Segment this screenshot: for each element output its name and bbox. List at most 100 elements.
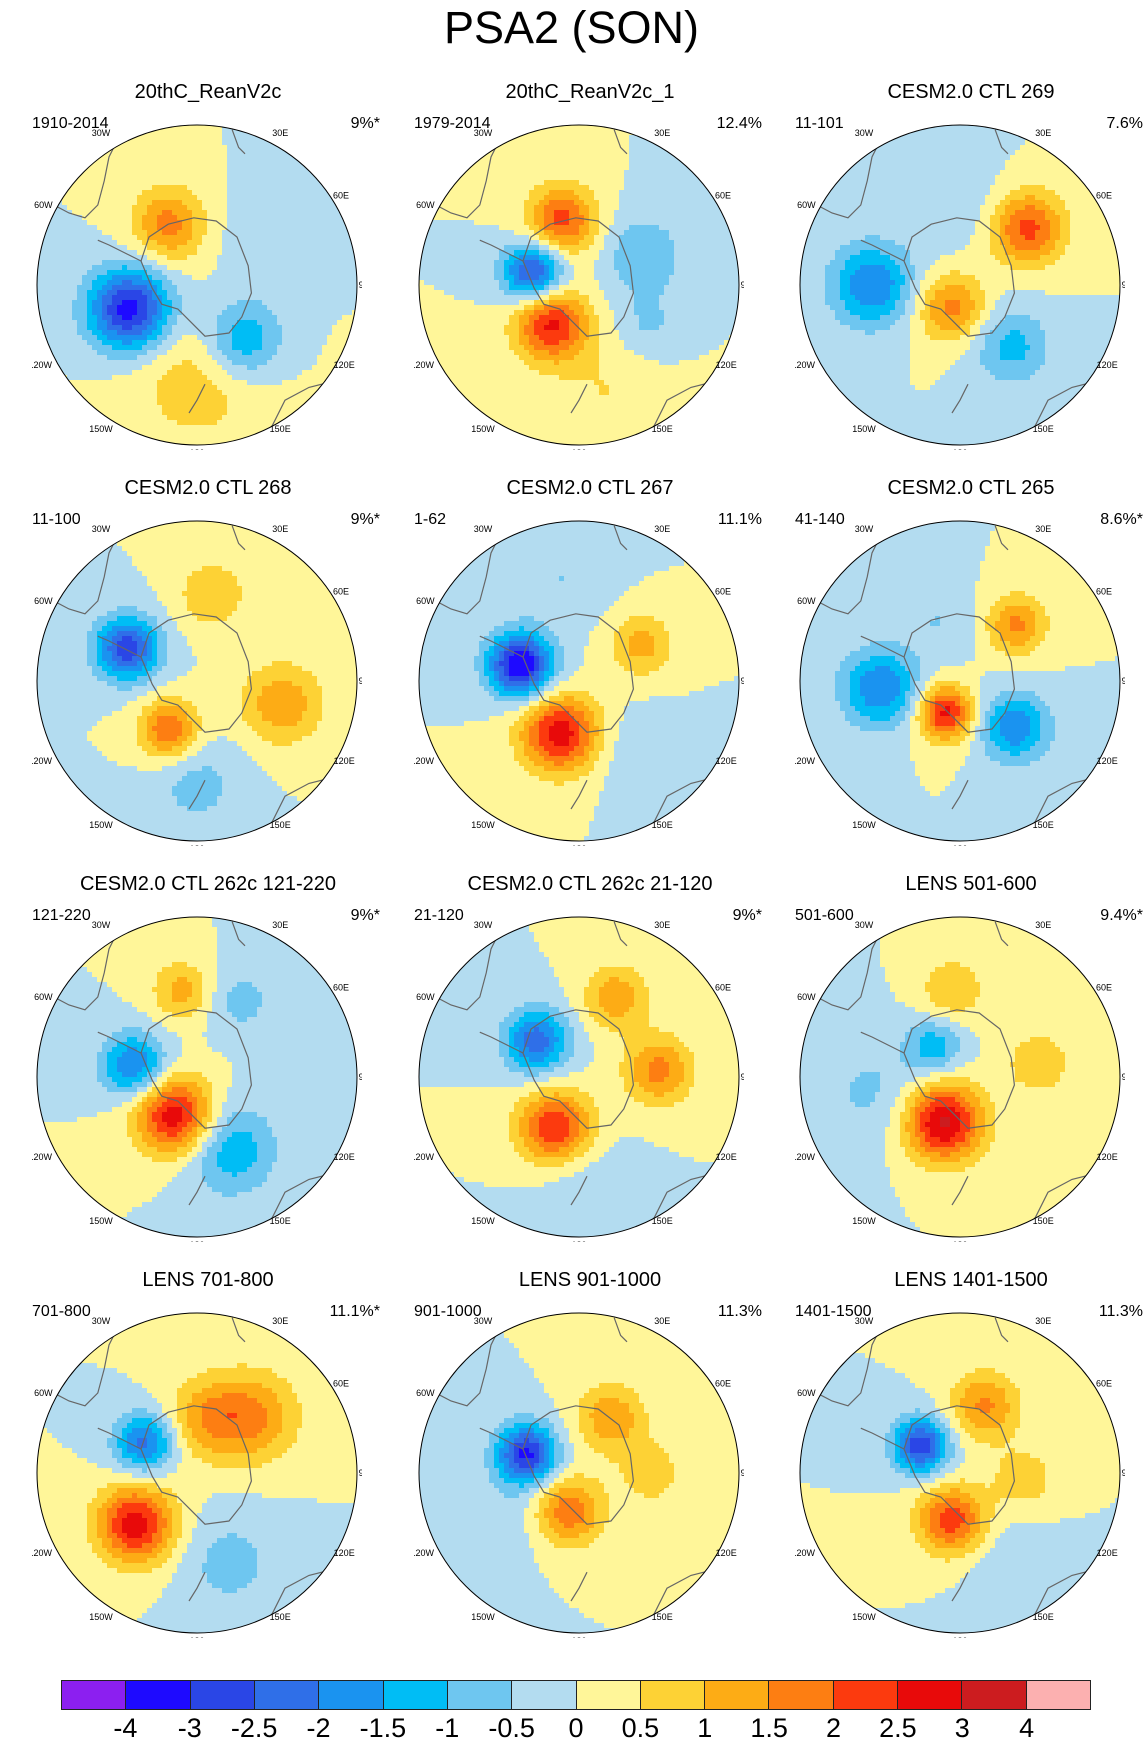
- longitude-label: 60W: [34, 200, 53, 210]
- longitude-label: 120W: [795, 1548, 815, 1558]
- colorbar-swatch: [641, 1681, 705, 1709]
- anomaly-field: [37, 521, 358, 842]
- longitude-label: 90E: [359, 1468, 362, 1478]
- colorbar-tick-label: -3: [160, 1718, 220, 1738]
- longitude-label: 30W: [92, 1316, 111, 1326]
- longitude-label: 150E: [652, 1612, 673, 1622]
- longitude-label: 30W: [474, 920, 493, 930]
- longitude-label: 30E: [272, 1316, 288, 1326]
- colorbar-swatch: [1027, 1681, 1090, 1709]
- panel-title: 20thC_ReanV2c: [22, 80, 394, 104]
- longitude-label: 30W: [855, 920, 874, 930]
- longitude-label: 30W: [92, 524, 111, 534]
- colorbar-swatch: [62, 1681, 126, 1709]
- polar-map: 030E60E90E120E150E180150W120W90W60W30W: [414, 516, 744, 846]
- polar-map: 030E60E90E120E150E180150W120W90W60W30W: [414, 120, 744, 450]
- longitude-label: 60E: [715, 586, 731, 596]
- panel-title: LENS 501-600: [785, 872, 1143, 896]
- panel-title: LENS 701-800: [22, 1268, 394, 1292]
- longitude-label: 30W: [92, 920, 111, 930]
- longitude-label: 90E: [359, 1072, 362, 1082]
- longitude-label: 30W: [855, 524, 874, 534]
- anomaly-field: [419, 125, 740, 446]
- longitude-label: 60W: [797, 1388, 816, 1398]
- longitude-label: 60E: [333, 190, 349, 200]
- anomaly-field: [419, 521, 740, 842]
- anomaly-field: [37, 125, 358, 446]
- polar-map: 030E60E90E120E150E180150W120W90W60W30W: [414, 912, 744, 1242]
- polar-map: 030E60E90E120E150E180150W120W90W60W30W: [795, 516, 1125, 846]
- colorbar-tick-label: 2.5: [868, 1718, 928, 1738]
- colorbar-swatch: [448, 1681, 512, 1709]
- longitude-label: 120W: [795, 360, 815, 370]
- polar-map: 030E60E90E120E150E180150W120W90W60W30W: [32, 516, 362, 846]
- longitude-label: 30W: [474, 128, 493, 138]
- map-panel: LENS 901-1000901-100011.3%030E60E90E120E…: [404, 1268, 776, 1660]
- longitude-label: 150W: [89, 424, 113, 434]
- longitude-label: 60E: [715, 190, 731, 200]
- longitude-label: 150W: [89, 820, 113, 830]
- panel-title: LENS 1401-1500: [785, 1268, 1143, 1292]
- longitude-label: 180: [189, 448, 204, 450]
- map-panel: CESM2.0 CTL 26811-1009%*030E60E90E120E15…: [22, 476, 394, 868]
- colorbar-tick-label: 2: [804, 1718, 864, 1738]
- polar-map: 030E60E90E120E150E180150W120W90W60W30W: [795, 912, 1125, 1242]
- longitude-label: 180: [952, 844, 967, 846]
- colorbar-swatch: [898, 1681, 962, 1709]
- longitude-label: 120E: [1097, 1152, 1118, 1162]
- longitude-label: 60E: [1096, 586, 1112, 596]
- longitude-label: 90E: [741, 1468, 744, 1478]
- longitude-label: 60W: [797, 200, 816, 210]
- longitude-label: 120E: [1097, 1548, 1118, 1558]
- map-panel: 20thC_ReanV2c1910-20149%*030E60E90E120E1…: [22, 80, 394, 472]
- colorbar-swatch: [962, 1681, 1026, 1709]
- longitude-label: 150E: [270, 820, 291, 830]
- colorbar-swatch: [191, 1681, 255, 1709]
- longitude-label: 150E: [1033, 424, 1054, 434]
- longitude-label: 150E: [270, 424, 291, 434]
- anomaly-field: [800, 917, 1121, 1238]
- longitude-label: 180: [952, 1240, 967, 1242]
- longitude-label: 90E: [359, 280, 362, 290]
- longitude-label: 30E: [1035, 1316, 1051, 1326]
- colorbar-tick-label: -4: [95, 1718, 155, 1738]
- longitude-label: 60E: [715, 982, 731, 992]
- longitude-label: 180: [571, 1240, 586, 1242]
- longitude-label: 180: [571, 844, 586, 846]
- map-panel: LENS 701-800701-80011.1%*030E60E90E120E1…: [22, 1268, 394, 1660]
- panel-title: CESM2.0 CTL 262c 121-220: [22, 872, 394, 896]
- longitude-label: 150E: [1033, 1612, 1054, 1622]
- panel-title: CESM2.0 CTL 269: [785, 80, 1143, 104]
- panel-title: LENS 901-1000: [404, 1268, 776, 1292]
- longitude-label: 120W: [414, 756, 434, 766]
- colorbar-tick-label: 1.5: [739, 1718, 799, 1738]
- map-panel: CESM2.0 CTL 26541-1408.6%*030E60E90E120E…: [785, 476, 1143, 868]
- longitude-label: 150E: [652, 1216, 673, 1226]
- longitude-label: 180: [189, 844, 204, 846]
- longitude-label: 150E: [270, 1216, 291, 1226]
- colorbar-tick-label: -0.5: [482, 1718, 542, 1738]
- colorbar: [61, 1680, 1091, 1710]
- longitude-label: 120E: [334, 1152, 355, 1162]
- longitude-label: 120W: [32, 360, 52, 370]
- colorbar-tick-label: 0: [546, 1718, 606, 1738]
- anomaly-field: [419, 917, 740, 1238]
- longitude-label: 180: [189, 1636, 204, 1638]
- anomaly-field: [37, 1313, 358, 1634]
- longitude-label: 150E: [1033, 820, 1054, 830]
- longitude-label: 60W: [416, 596, 435, 606]
- longitude-label: 120W: [795, 756, 815, 766]
- longitude-label: 90E: [359, 676, 362, 686]
- longitude-label: 150W: [852, 1216, 876, 1226]
- polar-map: 030E60E90E120E150E180150W120W90W60W30W: [32, 1308, 362, 1638]
- longitude-label: 30E: [654, 524, 670, 534]
- colorbar-swatch: [384, 1681, 448, 1709]
- longitude-label: 120E: [716, 360, 737, 370]
- map-panel: CESM2.0 CTL 2671-6211.1%030E60E90E120E15…: [404, 476, 776, 868]
- longitude-label: 60W: [797, 992, 816, 1002]
- longitude-label: 150E: [652, 820, 673, 830]
- longitude-label: 30W: [855, 1316, 874, 1326]
- colorbar-swatch: [319, 1681, 383, 1709]
- longitude-label: 120E: [716, 1152, 737, 1162]
- panel-title: CESM2.0 CTL 268: [22, 476, 394, 500]
